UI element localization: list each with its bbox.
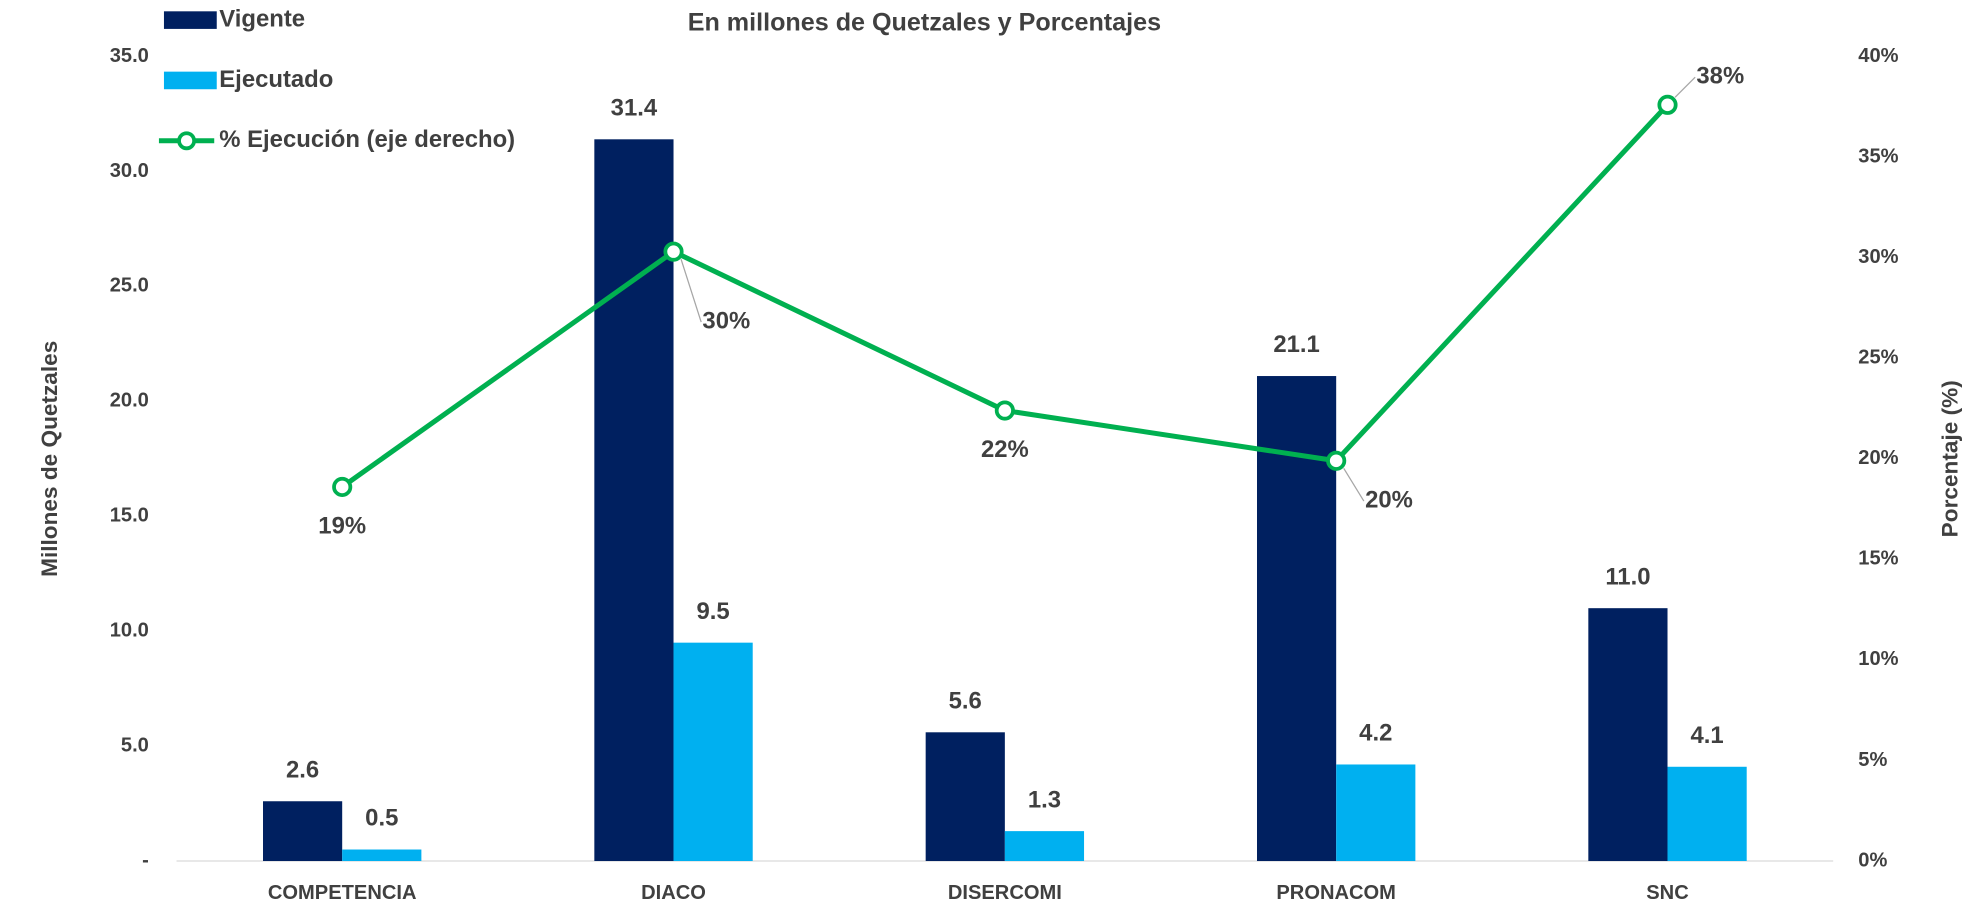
data-label: 31.4 (611, 94, 658, 121)
data-label: 19% (318, 512, 366, 539)
y2-tick-label: 15% (1858, 548, 1898, 570)
data-label: 9.5 (697, 598, 730, 625)
y-tick-label: 25.0 (110, 275, 149, 297)
x-tick-label: DISERCOMI (948, 882, 1062, 904)
legend-swatch (177, 131, 197, 151)
bar (594, 139, 674, 862)
x-tick-label: COMPETENCIA (268, 882, 417, 904)
data-label: 2.6 (286, 756, 319, 783)
y2-tick-label: 0% (1858, 849, 1887, 871)
legend-swatch (163, 71, 217, 90)
y2-tick-label: 35% (1858, 145, 1898, 167)
data-label: 21.1 (1273, 331, 1319, 358)
data-label: 4.2 (1359, 720, 1392, 747)
y-tick-label: 30.0 (110, 160, 149, 182)
data-label: 20% (1365, 486, 1413, 513)
y2-tick-label: 20% (1858, 447, 1898, 469)
bar (342, 849, 422, 862)
line-marker (1326, 450, 1347, 471)
leader-line (1674, 76, 1696, 98)
line-marker (1657, 94, 1678, 115)
y2-tick-label: 25% (1858, 347, 1898, 369)
y-tick-label: 20.0 (110, 390, 149, 412)
bar (673, 642, 753, 862)
line (340, 103, 1670, 489)
line-marker (994, 400, 1015, 421)
data-label: 0.5 (365, 805, 398, 832)
chart-subtitle: En millones de Quetzales y Porcentajes (688, 9, 1161, 37)
y2-tick-label: 30% (1858, 246, 1898, 268)
y2-tick-label: 5% (1858, 749, 1887, 771)
data-label: 4.1 (1691, 722, 1724, 749)
bar (925, 732, 1005, 862)
y-tick-label: - (142, 849, 149, 871)
line-marker (332, 476, 353, 497)
x-tick-label: SNC (1646, 882, 1688, 904)
legend-label: Ejecutado (219, 66, 333, 93)
data-label: 30% (702, 307, 750, 334)
x-tick-label: PRONACOM (1276, 882, 1396, 904)
bar (1004, 831, 1085, 862)
y2-tick-label: 10% (1858, 648, 1898, 670)
y-tick-label: 5.0 (121, 734, 149, 756)
legend-label: % Ejecución (eje derecho) (219, 126, 515, 153)
legend-label: Vigente (219, 5, 305, 32)
x-tick-label: DIACO (641, 882, 706, 904)
leader-line (1343, 468, 1365, 502)
data-label: 5.6 (949, 687, 982, 714)
data-label: 11.0 (1605, 563, 1650, 590)
data-label: 22% (981, 436, 1029, 463)
bar (1588, 608, 1668, 862)
line-marker (663, 241, 684, 262)
legend-swatch (163, 11, 217, 29)
data-label: 1.3 (1028, 786, 1061, 813)
leader-line (680, 258, 702, 323)
y-tick-label: 10.0 (110, 619, 149, 641)
y2-tick-label: 40% (1858, 45, 1898, 67)
data-label: 38% (1696, 62, 1744, 89)
bar (1336, 764, 1416, 862)
bar (1667, 766, 1747, 862)
bar (263, 801, 343, 862)
y-tick-label: 15.0 (110, 505, 149, 527)
y2-axis-label: Porcentaje (%) (1937, 380, 1962, 537)
y-axis-label: Millones de Quetzales (37, 341, 62, 577)
y-tick-label: 35.0 (110, 45, 149, 67)
